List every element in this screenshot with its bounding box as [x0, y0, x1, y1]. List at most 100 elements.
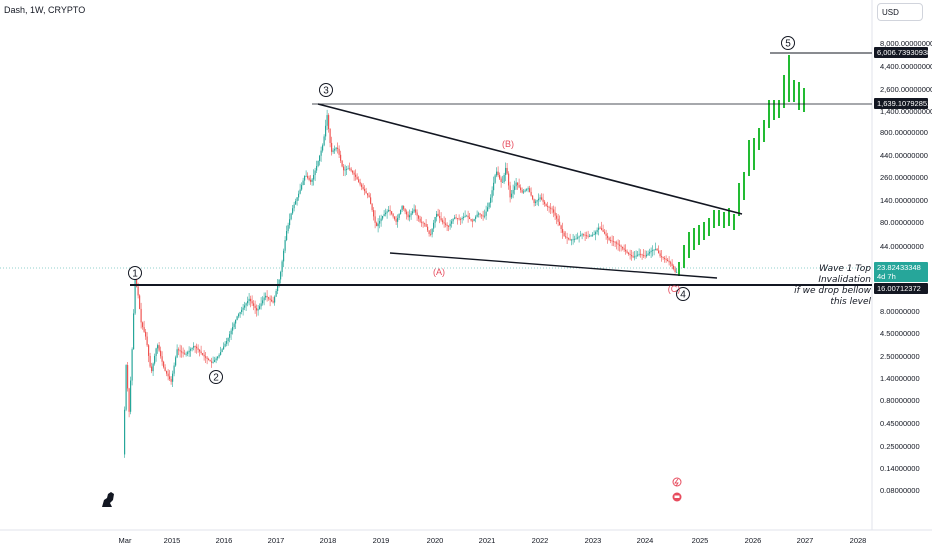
- candle-body: [658, 250, 660, 254]
- candle-body: [317, 161, 319, 166]
- candle-body: [152, 363, 154, 372]
- candle-body: [427, 226, 429, 231]
- candle-body: [650, 250, 652, 253]
- candle-body: [301, 185, 303, 190]
- candle-body: [605, 233, 607, 236]
- projection-bar: [778, 100, 780, 118]
- grid: [0, 0, 932, 531]
- time-tick-label: 2027: [797, 536, 814, 545]
- candle-body: [665, 258, 667, 260]
- candle-body: [394, 216, 396, 220]
- candle-body: [592, 234, 594, 236]
- candle-body: [196, 346, 198, 349]
- candle-body: [272, 301, 274, 303]
- candle-body: [149, 355, 151, 367]
- candle-body: [632, 256, 634, 258]
- candle-body: [589, 235, 591, 237]
- candle-body: [568, 238, 570, 240]
- candle-body: [545, 203, 547, 207]
- candle-body: [542, 199, 544, 202]
- candle-body: [511, 193, 513, 198]
- candle-body: [460, 219, 462, 220]
- time-tick-label: 2017: [268, 536, 285, 545]
- candle-body: [667, 259, 669, 262]
- candle-body: [242, 307, 244, 310]
- candle-body: [412, 211, 414, 214]
- candle-body: [497, 171, 499, 176]
- candle-body: [506, 167, 508, 174]
- candle-body: [173, 365, 175, 374]
- candle-body: [595, 232, 597, 235]
- candle-body: [304, 176, 306, 181]
- candle-body: [325, 125, 327, 137]
- candle-body: [401, 206, 403, 210]
- candle-body: [598, 227, 600, 230]
- candle-body: [463, 216, 465, 219]
- price-tick-label: 2,600.00000000: [880, 85, 932, 94]
- candle-body: [479, 213, 481, 215]
- candle-body: [421, 221, 423, 223]
- candle-body: [572, 239, 574, 241]
- candle-body: [233, 323, 235, 328]
- price-tag-value: 1,639.10792851: [877, 99, 931, 108]
- time-tick-label: 2016: [216, 536, 233, 545]
- candle-body: [601, 228, 603, 230]
- candle-body: [673, 265, 675, 269]
- wave-label: 5: [785, 39, 791, 50]
- candle-body: [319, 155, 321, 162]
- candle-body: [533, 199, 535, 203]
- candle-body: [472, 220, 474, 222]
- candle-body: [586, 235, 588, 237]
- candle-body: [464, 215, 466, 217]
- candle-body: [169, 376, 171, 380]
- candle-body: [373, 210, 375, 217]
- candle-body: [637, 254, 639, 256]
- candle-body: [640, 253, 642, 255]
- candle-body: [397, 217, 399, 222]
- candle-body: [620, 245, 622, 247]
- candle-body: [290, 213, 292, 220]
- candle-body: [241, 309, 243, 312]
- candle-body: [514, 186, 516, 190]
- candle-body: [446, 224, 448, 227]
- projection-bar: [768, 100, 770, 128]
- candle-body: [526, 189, 528, 191]
- candle-body: [227, 337, 229, 342]
- candle-body: [409, 215, 411, 218]
- projection-bar: [788, 55, 790, 102]
- time-tick-label: 2026: [745, 536, 762, 545]
- candle-body: [206, 357, 208, 359]
- candle-body: [619, 244, 621, 246]
- candle-body: [484, 215, 486, 217]
- candle-body: [554, 212, 556, 216]
- candle-body: [494, 175, 496, 183]
- price-tick-label: 1,400.00000000: [880, 107, 932, 116]
- candle-body: [518, 185, 520, 188]
- candle-body: [295, 200, 297, 205]
- candle-body: [490, 197, 492, 203]
- candle-body: [220, 352, 222, 355]
- candle-body: [386, 211, 388, 213]
- candle-body: [407, 214, 409, 218]
- price-tick-label: 0.14000000: [880, 464, 920, 473]
- currency-selector[interactable]: USD: [877, 3, 923, 21]
- projection-bar: [683, 245, 685, 268]
- candle-body: [347, 168, 349, 170]
- candle-body: [500, 178, 502, 183]
- time-tick-label: 2021: [479, 536, 496, 545]
- candle-body: [376, 222, 378, 227]
- candle-body: [638, 253, 640, 255]
- upper-trendline: [317, 103, 743, 215]
- candle-body: [194, 346, 196, 347]
- candle-body: [623, 248, 625, 250]
- candle-body: [548, 206, 550, 208]
- time-tick-label: 2025: [692, 536, 709, 545]
- candle-body: [523, 191, 525, 193]
- time-axis: Mar 2015 2016 2017 2018 2019 2020 2021 2022 2023 2…: [119, 536, 867, 545]
- candle-body: [374, 216, 376, 223]
- candle-body: [653, 249, 655, 251]
- candle-body: [136, 277, 138, 287]
- candle-body: [563, 232, 565, 237]
- projection-bar: [773, 100, 775, 120]
